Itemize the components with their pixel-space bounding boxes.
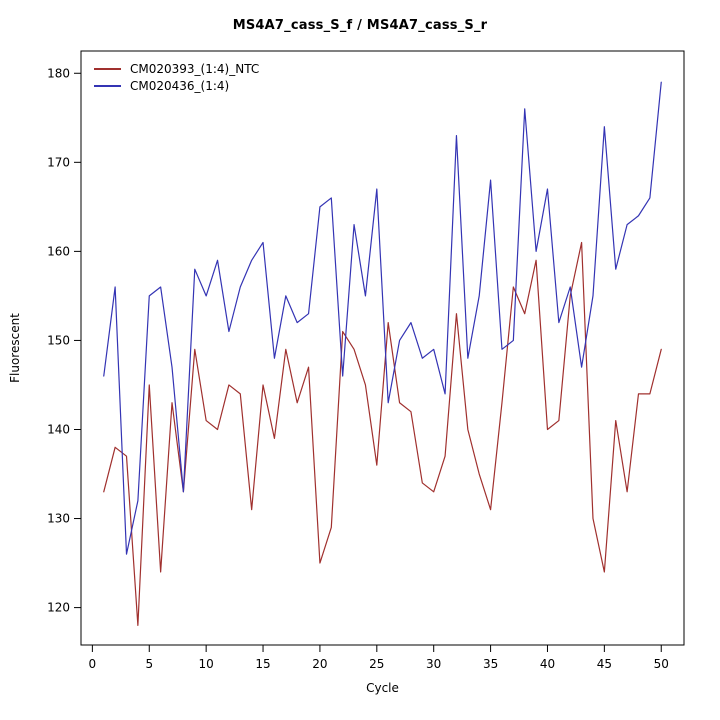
legend-item: CM020393_(1:4)_NTC [94, 63, 259, 75]
x-tick-label: 35 [483, 657, 498, 671]
legend: CM020393_(1:4)_NTC CM020436_(1:4) [94, 63, 259, 92]
x-tick-label: 20 [312, 657, 327, 671]
x-tick-label: 30 [426, 657, 441, 671]
y-axis-label: Fluorescent [8, 313, 22, 383]
y-tick-label: 170 [47, 155, 70, 169]
legend-item: CM020436_(1:4) [94, 80, 259, 92]
x-tick-label: 10 [199, 657, 214, 671]
legend-label: CM020393_(1:4)_NTC [130, 62, 260, 76]
chart-title: MS4A7_cass_S_f / MS4A7_cass_S_r [232, 18, 488, 33]
y-tick-label: 180 [47, 66, 70, 80]
y-tick-label: 130 [47, 512, 70, 526]
x-tick-label: 50 [654, 657, 669, 671]
x-tick-label: 25 [369, 657, 384, 671]
legend-swatch-line [94, 68, 121, 70]
x-tick-label: 15 [255, 657, 270, 671]
series-line-1 [103, 81, 662, 555]
series-line-0 [103, 241, 662, 627]
legend-label: CM020436_(1:4) [130, 79, 230, 93]
y-tick-label: 140 [47, 422, 70, 436]
plot-frame [80, 50, 685, 646]
y-tick-label: 160 [47, 244, 70, 258]
x-tick-label: 0 [89, 657, 97, 671]
x-tick-label: 40 [540, 657, 555, 671]
x-axis-label: Cycle [366, 681, 399, 695]
x-tick-label: 5 [145, 657, 153, 671]
x-tick-label: 45 [597, 657, 612, 671]
legend-swatch-line [94, 85, 121, 87]
y-tick-label: 120 [47, 601, 70, 615]
y-tick-label: 150 [47, 333, 70, 347]
